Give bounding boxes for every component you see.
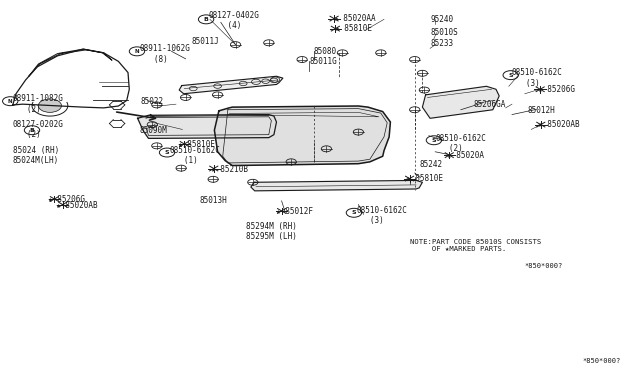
Text: S: S (164, 150, 170, 155)
Text: 95240: 95240 (430, 15, 453, 24)
Text: ★ 85020AB: ★ 85020AB (56, 201, 98, 210)
Text: ★ 85206G: ★ 85206G (538, 85, 575, 94)
Polygon shape (214, 106, 390, 166)
Text: N: N (134, 49, 140, 54)
Text: 85080: 85080 (314, 47, 337, 56)
Text: 08127-0202G
   (2): 08127-0202G (2) (13, 120, 63, 139)
Text: ★ 85810E: ★ 85810E (178, 140, 215, 149)
Polygon shape (251, 180, 422, 191)
Polygon shape (138, 115, 276, 138)
Text: 08127-0402G
    (4): 08127-0402G (4) (209, 11, 259, 30)
Text: 08510-6162C
   (2): 08510-6162C (2) (435, 134, 486, 153)
Text: 85242: 85242 (419, 160, 442, 169)
Text: ★ 85020A: ★ 85020A (447, 151, 484, 160)
Text: 08911-1082G
   (2): 08911-1082G (2) (13, 94, 63, 114)
Text: 08510-6162C
   (1): 08510-6162C (1) (170, 146, 220, 165)
Text: 85024 (RH)
85024M(LH): 85024 (RH) 85024M(LH) (13, 146, 59, 165)
Text: N: N (8, 99, 13, 104)
Polygon shape (29, 49, 112, 76)
Circle shape (38, 99, 61, 112)
Text: S: S (431, 138, 436, 143)
Text: ★ 85020AA: ★ 85020AA (334, 14, 376, 23)
Text: 85012H: 85012H (528, 106, 556, 115)
Text: 08510-6162C
   (3): 08510-6162C (3) (356, 206, 407, 225)
Text: ★ 85012F: ★ 85012F (276, 207, 314, 216)
Text: 85011J: 85011J (192, 37, 220, 46)
Text: 85022: 85022 (141, 97, 164, 106)
Text: ★ 85206G: ★ 85206G (48, 195, 85, 203)
Text: *850*000?: *850*000? (582, 358, 621, 364)
Text: B: B (204, 17, 209, 22)
Text: 85013H: 85013H (200, 196, 227, 205)
Text: 08911-1062G
   (8): 08911-1062G (8) (140, 44, 190, 64)
Text: 85090M: 85090M (140, 126, 167, 135)
Text: B: B (29, 128, 35, 133)
Text: ★ 85020AB: ★ 85020AB (538, 120, 579, 129)
Text: S: S (351, 210, 356, 215)
Text: *850*000?: *850*000? (525, 263, 563, 269)
Text: 85206GA: 85206GA (474, 100, 506, 109)
Text: 08510-6162C
   (3): 08510-6162C (3) (512, 68, 563, 88)
Text: ★ 85810E: ★ 85810E (406, 174, 444, 183)
Polygon shape (179, 76, 283, 94)
Text: 85010S: 85010S (430, 28, 458, 37)
Text: 85294M (RH)
85295M (LH): 85294M (RH) 85295M (LH) (246, 222, 297, 241)
Text: S: S (508, 73, 513, 78)
Polygon shape (422, 86, 499, 118)
Text: ★ 85810E: ★ 85810E (335, 24, 372, 33)
Text: NOTE:PART CODE 85010S CONSISTS
     OF ★MARKED PARTS.: NOTE:PART CODE 85010S CONSISTS OF ★MARKE… (410, 239, 541, 252)
Text: 85011G: 85011G (309, 57, 337, 66)
Text: 85233: 85233 (430, 39, 453, 48)
Text: ★ 85210B: ★ 85210B (211, 165, 248, 174)
